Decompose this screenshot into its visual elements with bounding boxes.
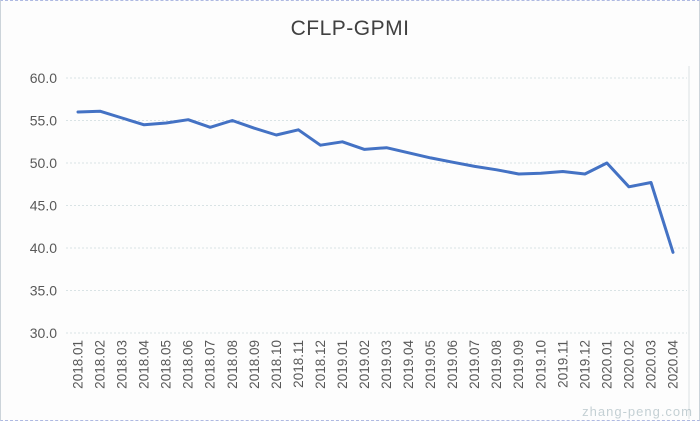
x-axis-tick-label: 2019.09	[511, 340, 526, 389]
x-axis-tick-label: 2018.09	[247, 340, 262, 389]
x-axis-tick-label: 2018.10	[269, 340, 284, 389]
x-axis-tick-label: 2019.06	[445, 340, 460, 389]
x-axis-tick-label: 2019.02	[357, 340, 372, 389]
y-axis-tick-label: 30.0	[30, 325, 57, 341]
x-axis-tick-label: 2018.08	[225, 340, 240, 389]
pmi-line-series	[76, 109, 675, 254]
y-axis-tick-label: 35.0	[30, 283, 57, 299]
x-axis-tick-label: 2019.04	[401, 340, 416, 389]
x-axis-tick-label: 2019.10	[533, 340, 548, 389]
y-axis-tick-label: 40.0	[30, 240, 57, 256]
x-axis-tick-label: 2018.07	[203, 340, 218, 389]
x-axis-tick-label: 2020.01	[599, 340, 614, 389]
x-axis-tick-label: 2020.04	[666, 340, 681, 389]
x-axis-tick-label: 2019.03	[379, 340, 394, 389]
x-axis-tick-label: 2018.06	[181, 340, 196, 389]
y-axis-tick-label: 45.0	[30, 198, 57, 214]
x-axis-tick-label: 2020.02	[621, 340, 636, 389]
y-axis-tick-label: 60.0	[30, 70, 57, 86]
x-axis-tick-label: 2018.11	[291, 340, 306, 388]
y-axis-tick-label: 55.0	[30, 113, 57, 129]
x-axis-tick-label: 2018.12	[313, 340, 328, 389]
x-axis-tick-label: 2019.01	[335, 340, 350, 389]
chart-title: CFLP-GPMI	[290, 17, 410, 40]
x-axis-tick-label: 2019.12	[577, 340, 592, 389]
y-axis-tick-label: 50.0	[30, 155, 57, 171]
x-axis-tick-label: 2020.03	[644, 340, 659, 389]
x-axis-tick-label: 2019.05	[423, 340, 438, 389]
x-axis-tick-label: 2018.04	[137, 340, 152, 389]
x-axis-tick-label: 2019.08	[489, 340, 504, 389]
x-axis-tick-label: 2018.05	[159, 340, 174, 389]
x-axis-tick-label: 2019.07	[467, 340, 482, 389]
x-axis-tick-label: 2018.01	[71, 340, 86, 389]
x-axis-tick-label: 2019.11	[555, 340, 570, 388]
x-axis-tick-label: 2018.03	[115, 340, 130, 389]
x-axis-tick-label: 2018.02	[93, 340, 108, 389]
